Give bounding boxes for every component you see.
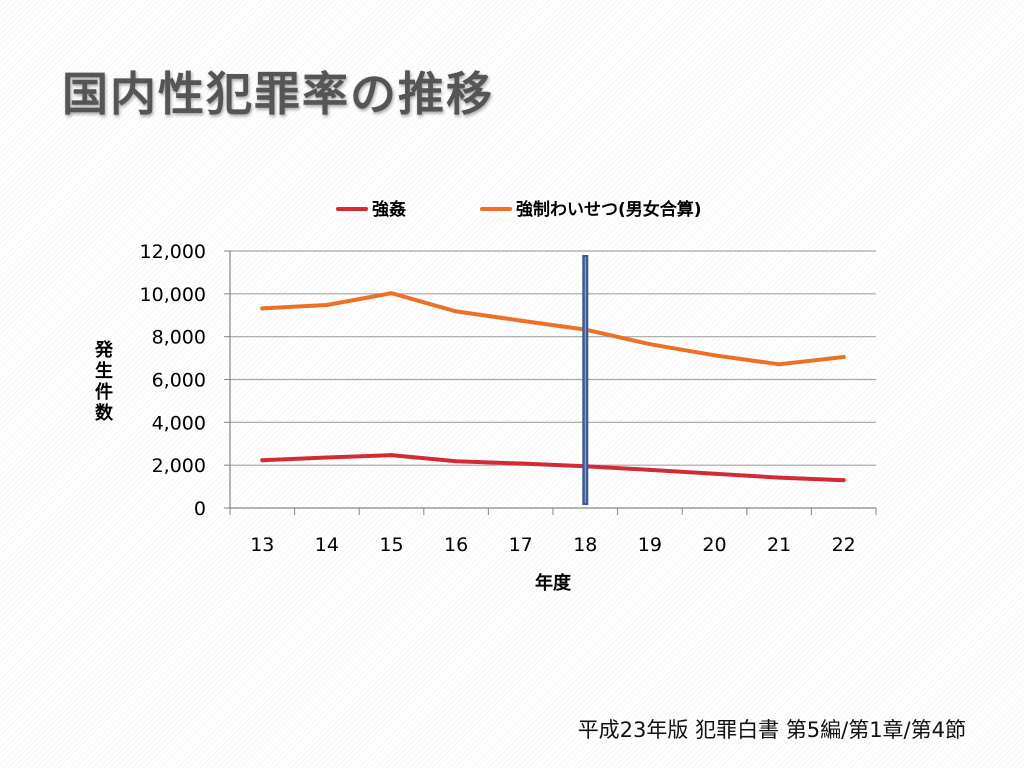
x-tick-label: 20 — [702, 534, 726, 556]
slide-title: 国内性犯罪率の推移 — [62, 67, 494, 121]
source-citation: 平成23年版 犯罪白書 第5編/第1章/第4節 — [577, 718, 966, 742]
y-axis-label-char: 件 — [95, 381, 113, 403]
x-tick-label: 18 — [573, 534, 597, 556]
data-point — [647, 342, 652, 347]
x-tick-label: 14 — [315, 534, 339, 556]
x-axis-label: 年度 — [535, 572, 572, 594]
data-point — [324, 455, 329, 460]
legend-label-1: 強姦 — [372, 199, 406, 220]
data-point — [389, 453, 394, 458]
y-axis-label-char: 発 — [94, 339, 114, 361]
data-point — [454, 459, 459, 464]
x-tick-label: 16 — [444, 534, 468, 556]
tick-labels: 0 2,000 4,000 6,000 8,000 10,000 12,000 13 14 15 1… — [140, 241, 856, 556]
series-line-1 — [260, 453, 846, 483]
axes — [224, 250, 877, 515]
data-point — [841, 355, 846, 360]
legend-label-2: 強制わいせつ(男女合算) — [516, 199, 702, 220]
legend: 強姦 強制わいせつ(男女合算) — [336, 199, 702, 220]
data-point — [777, 362, 782, 367]
series-lines — [260, 291, 846, 483]
line-chart: 0 2,000 4,000 6,000 8,000 10,000 12,000 13 14 15 1… — [94, 199, 877, 594]
y-tick-label: 12,000 — [140, 241, 206, 263]
data-point — [260, 306, 265, 311]
data-point — [260, 458, 265, 463]
x-tick-label: 15 — [379, 534, 403, 556]
y-tick-label: 6,000 — [152, 370, 206, 392]
data-point — [712, 353, 717, 358]
data-point — [841, 478, 846, 483]
grid-lines — [230, 250, 876, 466]
data-point — [454, 309, 459, 314]
data-point — [647, 467, 652, 472]
x-tick-label: 19 — [638, 534, 662, 556]
year-marker — [582, 255, 589, 505]
x-tick-label: 21 — [767, 534, 791, 556]
x-tick-label: 22 — [832, 534, 856, 556]
y-tick-label: 8,000 — [152, 327, 206, 349]
data-point — [712, 471, 717, 476]
y-tick-label: 2,000 — [152, 455, 206, 477]
x-tick-label: 17 — [509, 534, 533, 556]
x-tick-label: 13 — [250, 534, 274, 556]
data-point — [324, 302, 329, 307]
data-point — [389, 291, 394, 296]
data-point — [777, 475, 782, 480]
y-tick-label: 10,000 — [140, 284, 206, 306]
series-line-2 — [260, 291, 846, 367]
data-point — [518, 461, 523, 466]
y-tick-label: 4,000 — [152, 412, 206, 434]
y-axis-label-char: 数 — [95, 402, 114, 424]
y-tick-label: 0 — [194, 498, 206, 520]
data-point — [518, 318, 523, 323]
y-axis-label-char: 生 — [95, 360, 113, 382]
